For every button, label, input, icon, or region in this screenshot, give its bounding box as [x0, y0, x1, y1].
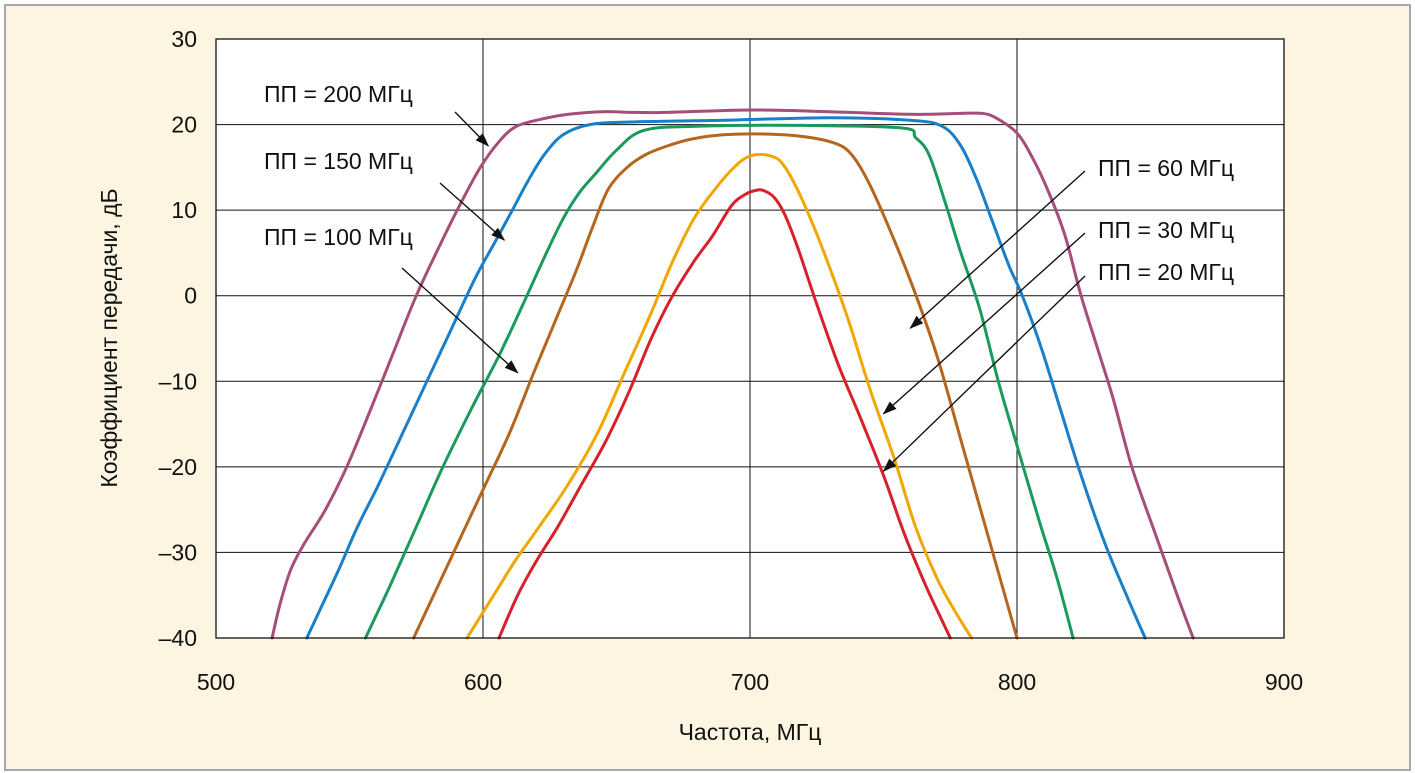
y-tick-label: –20 [159, 454, 197, 480]
annotation-label: ПП = 60 МГц [1098, 155, 1234, 181]
x-tick-label: 500 [197, 669, 235, 695]
grid [216, 39, 1284, 638]
series-line-5 [465, 153, 974, 640]
annotation-arrow [454, 111, 490, 147]
y-tick-label: 0 [184, 283, 197, 309]
series-layer [270, 108, 1195, 640]
annotations: ПП = 200 МГц ПП = 150 МГц ПП = 100 МГц ПП =… [264, 81, 1234, 472]
x-tick-label: 800 [998, 669, 1036, 695]
annotation-label: ПП = 20 МГц [1098, 259, 1234, 285]
tick-labels: 500 600 700 800 900 30 20 10 0 –10 –20 –30 –40 [159, 26, 1304, 695]
annotation-arrow [882, 275, 1086, 472]
y-tick-label: 30 [171, 26, 197, 52]
series-line-2 [305, 116, 1147, 640]
series-line-6 [497, 188, 952, 640]
annotation-arrow [909, 170, 1086, 329]
series-line-4 [412, 132, 1019, 640]
annotation-label: ПП = 200 МГц [264, 81, 413, 107]
annotation-label: ПП = 30 МГц [1098, 217, 1234, 243]
x-axis-label: Частота, МГц [679, 719, 822, 745]
annotation-label: ПП = 150 МГц [264, 148, 413, 174]
y-axis-label: Коэффициент передачи, дБ [96, 188, 122, 487]
y-tick-label: 10 [171, 197, 197, 223]
series-line-1 [270, 108, 1195, 640]
x-tick-label: 900 [1265, 669, 1303, 695]
x-tick-label: 700 [731, 669, 769, 695]
plot-border [215, 38, 1285, 639]
annotation-label: ПП = 100 МГц [264, 224, 413, 250]
annotation-arrow [401, 267, 519, 374]
annotation-arrow [439, 182, 506, 241]
x-tick-label: 600 [464, 669, 502, 695]
series-line-3 [364, 123, 1075, 640]
y-tick-label: –30 [159, 539, 197, 565]
annotation-arrow [882, 232, 1086, 415]
y-tick-label: –10 [159, 368, 197, 394]
y-tick-label: 20 [171, 112, 197, 138]
y-tick-label: –40 [159, 625, 197, 651]
